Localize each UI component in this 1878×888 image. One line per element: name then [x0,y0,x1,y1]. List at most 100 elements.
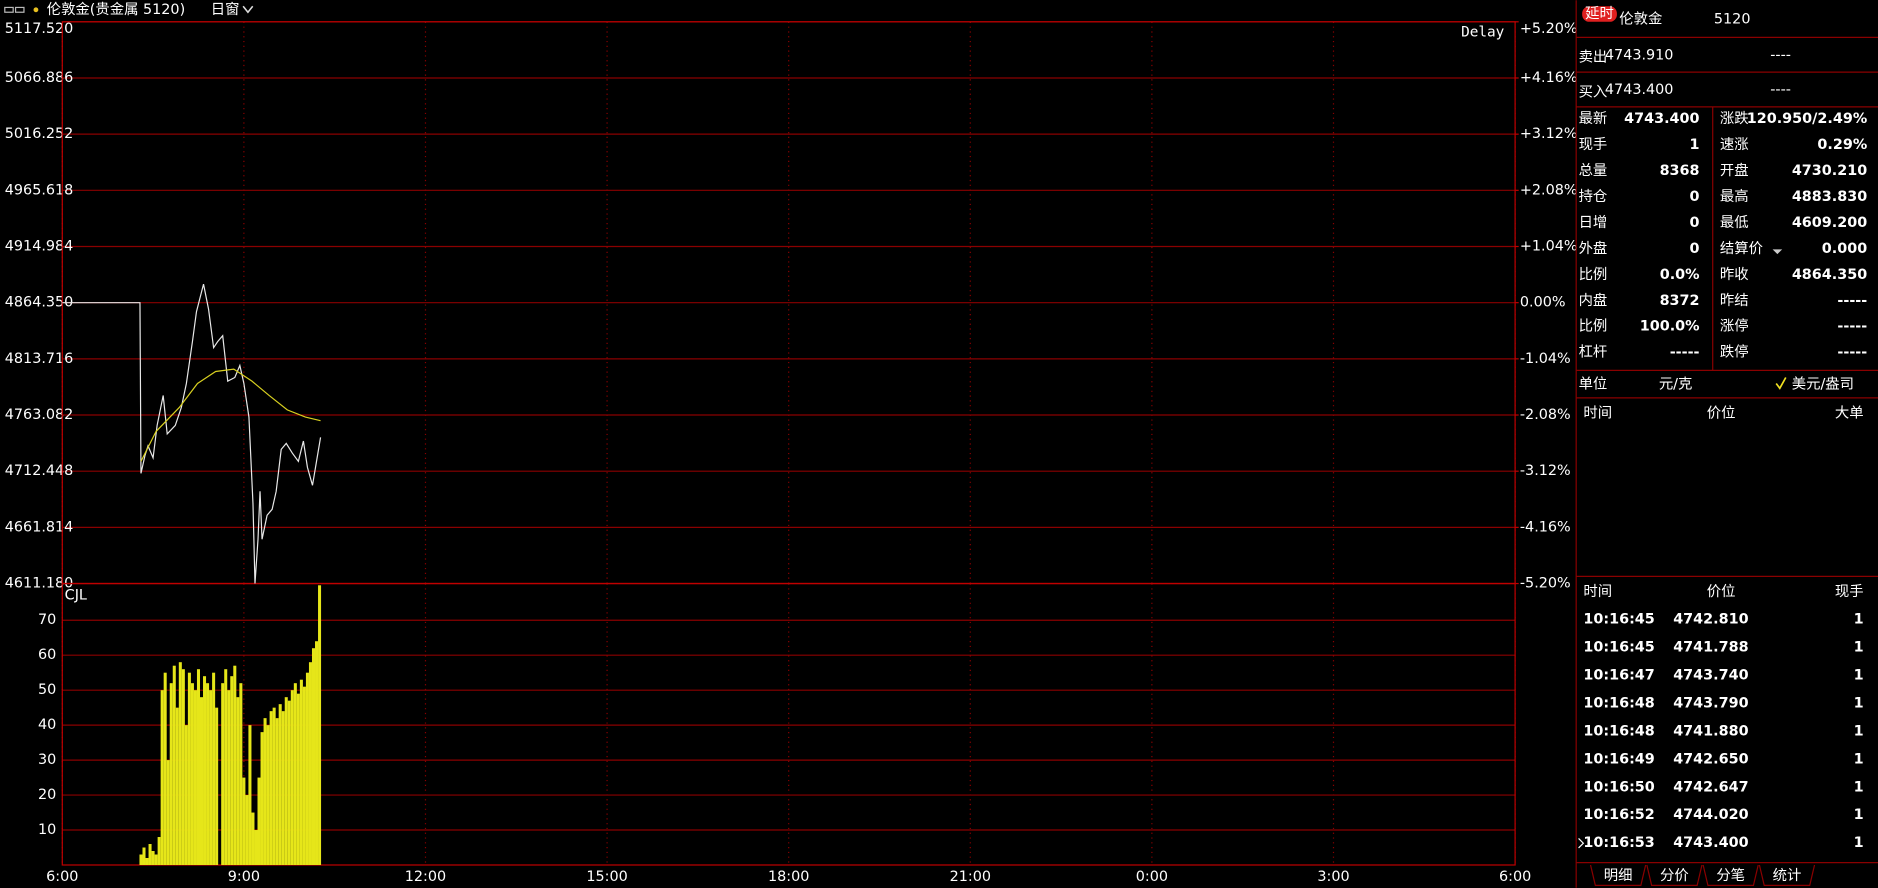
y-tick-label: 30 [38,752,56,768]
stat-label: 外盘 [1579,239,1608,257]
tab-label[interactable]: 分笔 [1716,867,1745,884]
price-line [62,283,322,584]
y-tick-label: 4813.716 [5,351,74,367]
y2-tick-label: -3.12% [1520,463,1571,479]
dropdown-arrow[interactable] [242,5,254,14]
window-selector[interactable]: 日窗 [211,0,240,18]
tab[interactable] [1702,864,1759,886]
volume-bar [157,837,161,865]
volume-bar [272,707,276,865]
volume-bar [142,847,146,865]
tick-price: 4742.650 [1673,751,1748,767]
volume-bar [148,844,152,865]
volume-bar [163,672,167,865]
quote-volume: ---- [1770,47,1791,63]
volume-bar [212,672,216,865]
stat-value: ----- [1670,345,1700,361]
volume-bar [296,693,300,865]
volume-bar [315,641,319,865]
tab-label[interactable]: 明细 [1604,867,1633,884]
tab[interactable] [1646,864,1703,886]
x-tick-label: 6:00 [46,869,78,885]
y2-tick-label: +1.04% [1520,238,1578,254]
volume-bar [184,725,188,865]
y2-tick-label: -1.04% [1520,351,1571,367]
volume-bar [203,676,207,865]
volume-bar [311,648,316,865]
stat-label: 杠杆 [1579,344,1608,361]
chart-area: 5117.520 5066.886 5016.252 4965.618 4914.984… [5,21,1578,885]
tab[interactable] [1758,864,1816,886]
stat-label: 昨结 [1720,292,1749,309]
volume-bar [305,672,309,865]
stat-label: 跌停 [1720,344,1749,361]
unit-option[interactable]: 元/克 [1659,376,1693,393]
stat-value: 0 [1690,189,1700,205]
stat-value: 100.0% [1640,319,1700,335]
y2-tick-label: 0.00% [1520,295,1566,311]
tick-time: 10:16:53 [1583,835,1654,851]
stat-value: 1 [1690,137,1700,153]
x-tick-label: 6:00 [1499,869,1531,885]
y-tick-label: 4864.350 [5,295,74,311]
volume-bar [172,665,176,865]
x-tick-label: 9:00 [228,869,260,885]
stat-value: 4743.400 [1624,111,1699,127]
stat-label: 比例 [1579,318,1608,335]
stat-value: 8368 [1660,163,1700,179]
quote-volume: ---- [1770,82,1791,98]
volume-bar [151,851,155,865]
x-tick-label: 12:00 [405,869,446,885]
volume-bar [139,854,143,865]
y2-tick-label: -2.08% [1520,407,1571,423]
tick-volume: 1 [1854,723,1864,739]
stat-label: 最低 [1720,214,1749,231]
tick-volume: 1 [1854,835,1864,851]
y2-tick-label: +4.16% [1520,70,1578,86]
stat-value: 0 [1690,241,1700,257]
chart-frame [61,21,1516,866]
tick-price: 4743.400 [1673,835,1748,851]
stat-label: 开盘 [1720,161,1749,179]
delay-badge-text: 延时 [1585,5,1614,22]
tick-time: 10:16:47 [1583,667,1654,683]
dropdown-arrow[interactable] [1772,249,1783,255]
volume-bar [160,690,164,865]
x-tick-label: 3:00 [1317,869,1349,885]
stat-value: 4609.200 [1792,215,1867,231]
volume-bar [181,669,185,865]
volume-bar [290,690,294,865]
volume-bar [263,718,267,865]
column-header: 时间 [1583,404,1612,421]
stat-label: 比例 [1579,266,1608,283]
unit-option[interactable]: 美元/盎司 [1792,376,1854,393]
tick-time: 10:16:52 [1583,807,1654,823]
x-tick-label: 18:00 [768,869,809,885]
tab[interactable] [1589,864,1647,886]
tick-price: 4741.788 [1673,639,1748,655]
instrument-code: 5120 [1714,11,1751,27]
tick-volume: 1 [1854,667,1864,683]
tick-volume: 1 [1854,779,1864,795]
tick-time: 10:16:50 [1583,779,1654,795]
instrument-title: 伦敦金(贵金属 5120) [47,1,185,18]
volume-bar [260,732,264,865]
tab-label[interactable]: 统计 [1773,867,1802,884]
volume-bar [196,669,200,865]
y-tick-label: 5016.252 [5,126,74,142]
y-tick-label: 4712.448 [5,463,74,479]
y-tick-label: 4965.618 [5,182,74,198]
annotation: CJL [65,588,87,604]
volume-bar [302,686,306,865]
volume-bar [166,760,170,865]
column-header: 价位 [1707,404,1736,421]
tick-volume: 1 [1854,639,1864,655]
volume-bar [169,683,173,865]
tick-price: 4743.740 [1673,667,1748,683]
volume-bar [236,697,240,865]
tab-label[interactable]: 分价 [1660,867,1689,884]
volume-bar [145,858,149,865]
volume-bar [233,665,237,865]
